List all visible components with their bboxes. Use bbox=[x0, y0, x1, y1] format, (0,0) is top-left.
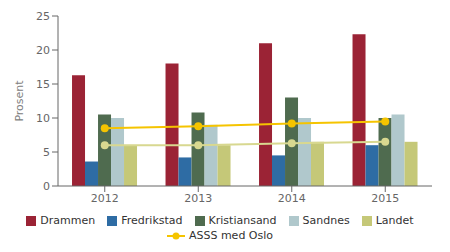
html-text:Sandnes: Sandnes bbox=[302, 214, 350, 227]
html-text:Landet: Landet bbox=[375, 214, 414, 227]
html-text:Fredrikstad: Fredrikstad bbox=[121, 214, 183, 227]
svg-text:2012: 2012 bbox=[91, 192, 119, 205]
svg-text:15: 15 bbox=[36, 78, 50, 91]
svg-text:2014: 2014 bbox=[278, 192, 306, 205]
svg-text:2013: 2013 bbox=[184, 192, 212, 205]
html-text:ASSS med Oslo: ASSS med Oslo bbox=[188, 229, 273, 242]
html-text:Kristiansand: Kristiansand bbox=[208, 214, 277, 227]
svg-text:0: 0 bbox=[43, 180, 50, 193]
svg-text:2015: 2015 bbox=[371, 192, 399, 205]
svg-text:Prosent: Prosent bbox=[13, 80, 26, 122]
svg-text:10: 10 bbox=[36, 112, 50, 125]
svg-text:25: 25 bbox=[36, 10, 50, 23]
svg-text:5: 5 bbox=[43, 146, 50, 159]
svg-text:20: 20 bbox=[36, 44, 50, 57]
html-text:Drammen: Drammen bbox=[40, 214, 96, 227]
